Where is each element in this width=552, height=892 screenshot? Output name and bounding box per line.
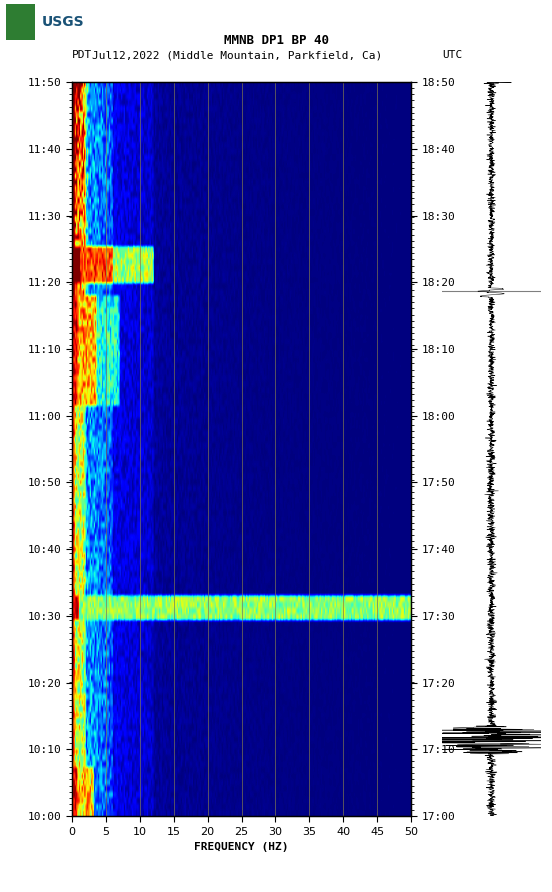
Text: MMNB DP1 BP 40: MMNB DP1 BP 40 bbox=[224, 34, 328, 46]
Text: USGS: USGS bbox=[42, 15, 84, 29]
Text: PDT: PDT bbox=[72, 50, 92, 61]
X-axis label: FREQUENCY (HZ): FREQUENCY (HZ) bbox=[194, 842, 289, 852]
Bar bbox=[6, 4, 35, 40]
Text: Jul12,2022 (Middle Mountain, Parkfield, Ca): Jul12,2022 (Middle Mountain, Parkfield, … bbox=[92, 50, 383, 61]
Text: UTC: UTC bbox=[443, 50, 463, 61]
